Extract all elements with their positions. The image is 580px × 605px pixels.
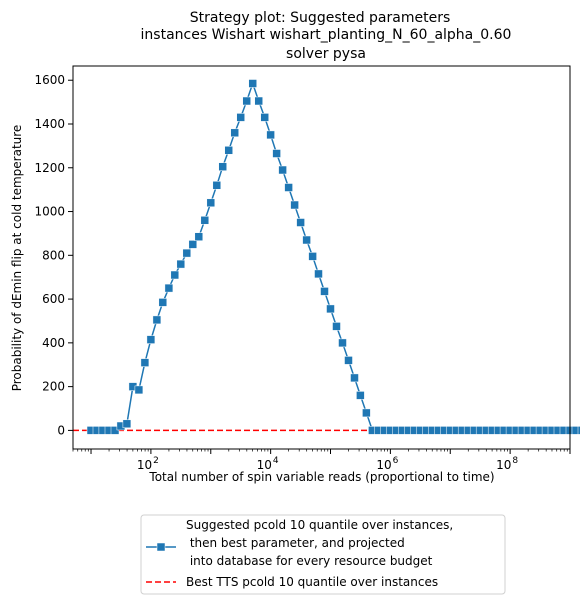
chart-title-line-1: Strategy plot: Suggested parameters — [190, 10, 451, 26]
data-point — [314, 269, 323, 279]
data-point — [278, 165, 287, 175]
data-point — [332, 322, 341, 331]
data-point — [248, 79, 257, 88]
data-point — [158, 298, 168, 307]
legend-series-label-line-1: Suggested pcold 10 quantile over instanc… — [186, 518, 453, 532]
y-tick-label: 1600 — [34, 73, 65, 87]
data-point — [296, 218, 305, 227]
data-point — [212, 181, 222, 190]
data-point — [290, 200, 299, 210]
data-point — [338, 338, 347, 348]
y-axis-label: Probability of dEmin flip at cold temper… — [10, 125, 24, 392]
x-axis-label: Total number of spin variable reads (pro… — [148, 470, 494, 484]
data-point — [152, 315, 162, 325]
data-point — [182, 248, 192, 258]
legend: Suggested pcold 10 quantile over instanc… — [140, 514, 506, 595]
data-point — [110, 426, 120, 435]
data-point — [266, 130, 275, 140]
y-tick-label: 800 — [42, 248, 65, 262]
data-point — [362, 408, 371, 418]
data-point — [224, 146, 233, 155]
data-point — [571, 426, 580, 435]
y-tick-label: 1400 — [34, 117, 65, 131]
y-axis-ticks: 0 200 400 600 800 1000 1200 1400 1600 — [34, 73, 73, 437]
data-point — [320, 287, 329, 296]
data-point — [170, 270, 180, 280]
data-point — [140, 358, 150, 367]
data-point — [146, 335, 156, 344]
data-point — [188, 240, 198, 249]
data-point — [284, 183, 293, 192]
legend-box — [140, 514, 506, 595]
data-point — [206, 198, 216, 208]
y-tick-label: 200 — [42, 380, 65, 394]
y-tick-label: 1200 — [34, 161, 65, 175]
y-tick-label: 0 — [57, 423, 65, 437]
data-point — [176, 259, 186, 269]
data-point — [326, 304, 335, 314]
data-point — [242, 96, 251, 106]
chart-title-line-2: instances Wishart wishart_planting_N_60_… — [141, 27, 512, 43]
y-tick-label: 1000 — [34, 205, 65, 219]
data-point — [122, 419, 132, 429]
data-point — [236, 113, 245, 122]
legend-series-marker-swatch — [156, 542, 166, 552]
data-point — [356, 391, 365, 400]
legend-reference-label: Best TTS pcold 10 quantile over instance… — [186, 575, 438, 589]
data-point — [272, 149, 281, 158]
data-point — [164, 283, 174, 293]
data-point — [308, 252, 317, 261]
y-tick-label: 400 — [42, 336, 65, 350]
chart-title-line-3: solver pysa — [286, 46, 366, 62]
y-tick-label: 600 — [42, 292, 65, 306]
data-point — [134, 385, 144, 395]
data-point — [218, 162, 227, 171]
data-point — [577, 426, 580, 435]
data-point — [230, 128, 239, 138]
legend-series-label-line-3: into database for every resource budget — [186, 554, 433, 568]
plot-area — [73, 79, 580, 435]
data-point — [302, 235, 311, 245]
data-point — [254, 96, 263, 106]
data-point — [350, 373, 359, 383]
data-point — [260, 113, 269, 122]
data-point — [344, 356, 353, 365]
legend-series-label-line-2: then best parameter, and projected — [186, 536, 405, 550]
data-point — [200, 216, 210, 225]
data-point — [194, 232, 204, 241]
